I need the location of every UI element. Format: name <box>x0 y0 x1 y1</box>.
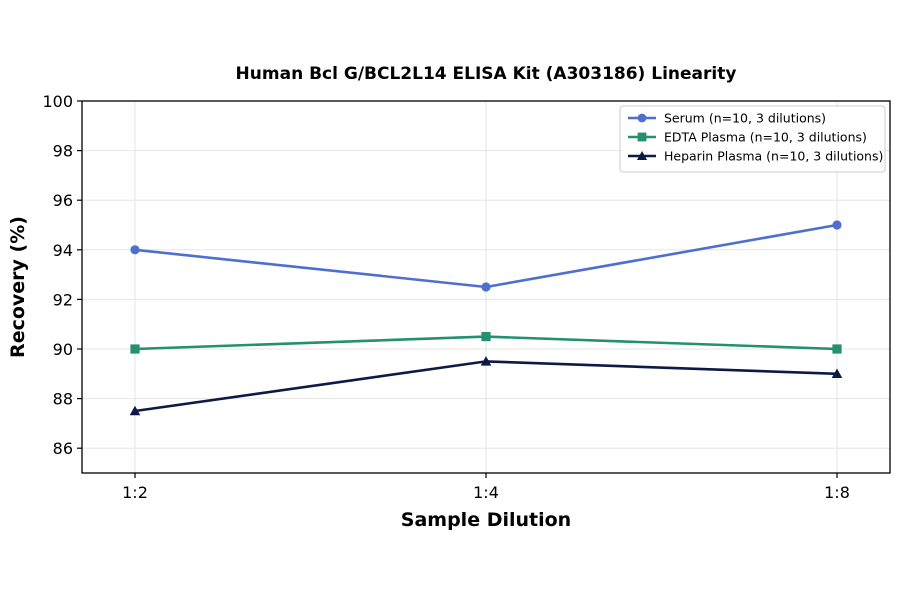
chart-title: Human Bcl G/BCL2L14 ELISA Kit (A303186) … <box>236 64 737 84</box>
data-point <box>480 356 492 366</box>
data-point <box>130 245 140 255</box>
y-tick-label: 96 <box>53 191 73 210</box>
data-point <box>481 332 491 342</box>
legend-marker <box>636 150 648 161</box>
data-point <box>832 220 842 230</box>
data-point <box>831 368 843 379</box>
legend: Serum (n=10, 3 dilutions) EDTA Plasma (n=… <box>619 105 886 173</box>
legend-label: Serum (n=10, 3 dilutions) <box>664 111 826 126</box>
data-point <box>130 344 140 354</box>
x-axis-label: Sample Dilution <box>401 509 571 531</box>
data-point <box>481 282 491 292</box>
y-tick-label: 88 <box>53 390 73 409</box>
y-tick-label: 98 <box>53 142 73 161</box>
data-point <box>832 344 842 354</box>
legend-marker <box>637 113 647 123</box>
legend-label: Heparin Plasma (n=10, 3 dilutions) <box>664 149 883 164</box>
x-tick-label: 1:2 <box>122 483 148 502</box>
legend-item: EDTA Plasma (n=10, 3 dilutions) <box>628 130 867 145</box>
series-layer <box>129 220 843 416</box>
x-tick-label: 1:8 <box>824 483 850 502</box>
legend-item: Heparin Plasma (n=10, 3 dilutions) <box>628 149 883 164</box>
series-3 <box>129 356 843 416</box>
y-tick-label: 90 <box>53 340 73 359</box>
data-point <box>129 405 141 416</box>
y-tick-label: 86 <box>53 439 73 458</box>
x-tick-label: 1:4 <box>473 483 499 502</box>
y-tick-label: 100 <box>42 92 73 111</box>
y-axis-label: Recovery (%) <box>7 216 29 358</box>
axis-ticks: 86 88 90 92 94 96 98 100 1:2 1:4 1:8 <box>42 92 849 502</box>
legend-box <box>619 105 886 173</box>
legend-item: Serum (n=10, 3 dilutions) <box>628 111 826 126</box>
series-2 <box>130 332 842 354</box>
legend-label: EDTA Plasma (n=10, 3 dilutions) <box>664 130 867 145</box>
y-tick-label: 92 <box>53 290 73 309</box>
y-tick-label: 94 <box>53 241 73 260</box>
series-1 <box>130 220 842 292</box>
legend-marker <box>637 132 647 142</box>
